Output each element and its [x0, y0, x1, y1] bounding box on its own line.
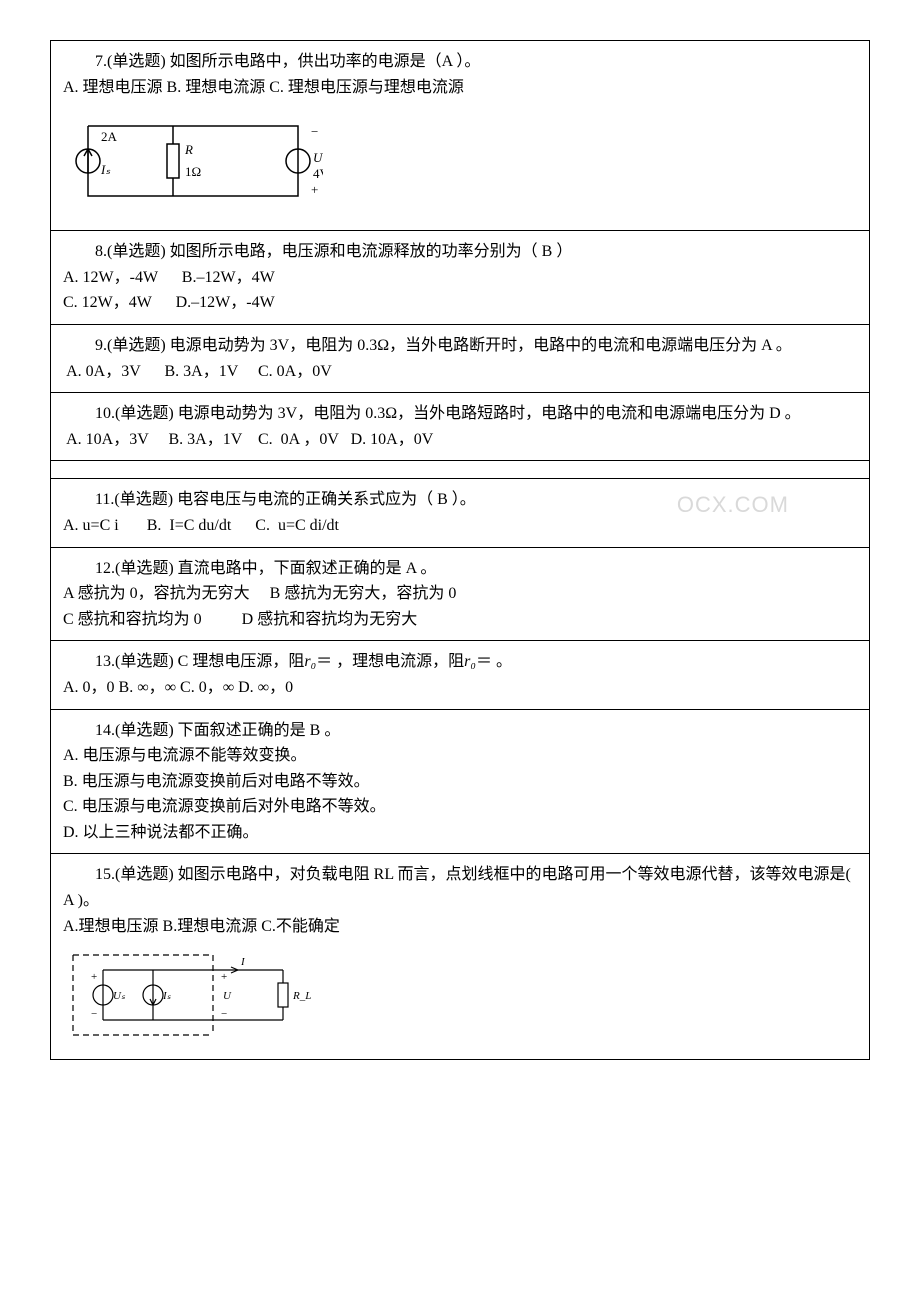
q15-u: U	[223, 990, 232, 1002]
q7-label-is: Iₛ	[100, 162, 110, 177]
q13-stem-p1: 13.(单选题) C 理想电压源，阻	[95, 653, 304, 670]
q7-options: A. 理想电压源 B. 理想电流源 C. 理想电压源与理想电流源	[63, 75, 857, 101]
q15-i: I	[240, 956, 246, 968]
question-13: 13.(单选题) C 理想电压源，阻r₀＝ ，理想电流源，阻r₀＝ 。 A. 0…	[51, 641, 869, 709]
q15-stem: 15.(单选题) 如图示电路中，对负载电阻 RL 而言，点划线框中的电路可用一个…	[63, 862, 857, 913]
q15-minus1: −	[91, 1008, 97, 1020]
q12-stem: 12.(单选题) 直流电路中，下面叙述正确的是 A 。	[63, 556, 857, 582]
q8-options-line2: C. 12W，4W D.–12W，-4W	[63, 290, 857, 316]
q7-label-r: R	[184, 142, 193, 157]
q15-plus2: +	[221, 971, 227, 983]
q9-stem: 9.(单选题) 电源电动势为 3V，电阻为 0.3Ω，当外电路断开时，电路中的电…	[63, 333, 857, 359]
q7-stem: 7.(单选题) 如图所示电路中，供出功率的电源是（A ）。	[63, 49, 857, 75]
q11-stem: 11.(单选题) 电容电压与电流的正确关系式应为（ B ）。	[63, 487, 857, 513]
question-14: 14.(单选题) 下面叙述正确的是 B 。 A. 电压源与电流源不能等效变换。 …	[51, 710, 869, 855]
q13-options: A. 0，0 B. ∞，∞ C. 0，∞ D. ∞，0	[63, 675, 857, 701]
q15-is: Iₛ	[162, 990, 172, 1002]
q13-stem-p2: ＝ ，理想电流源，阻	[316, 653, 464, 670]
question-12: 12.(单选题) 直流电路中，下面叙述正确的是 A 。 A 感抗为 0，容抗为无…	[51, 548, 869, 642]
q15-rl: R_L	[292, 990, 311, 1002]
q13-r0-2: r₀	[464, 653, 476, 670]
question-15: 15.(单选题) 如图示电路中，对负载电阻 RL 而言，点划线框中的电路可用一个…	[51, 854, 869, 1059]
q7-label-4v: 4V	[313, 166, 323, 181]
q13-r0-1: r₀	[304, 653, 316, 670]
q15-circuit-diagram: + − Uₛ Iₛ + U − I R_L	[63, 945, 313, 1045]
q7-label-us: Uₛ	[313, 150, 323, 165]
q10-stem: 10.(单选题) 电源电动势为 3V，电阻为 0.3Ω，当外电路短路时，电路中的…	[63, 401, 857, 427]
q8-options-line1: A. 12W，-4W B.–12W，4W	[63, 265, 857, 291]
q14-optB: B. 电压源与电流源变换前后对电路不等效。	[63, 769, 857, 795]
q7-label-minus: −	[311, 124, 318, 139]
q12-options-line1: A 感抗为 0，容抗为无穷大 B 感抗为无穷大，容抗为 0	[63, 581, 857, 607]
q14-optC: C. 电压源与电流源变换前后对外电路不等效。	[63, 794, 857, 820]
question-9: 9.(单选题) 电源电动势为 3V，电阻为 0.3Ω，当外电路断开时，电路中的电…	[51, 325, 869, 393]
q11-options: A. u=C i B. I=C du/dt C. u=C di/dt	[63, 513, 857, 539]
q13-stem-p3: ＝ 。	[476, 653, 512, 670]
spacer-row	[51, 461, 869, 479]
q7-circuit-diagram: 2A Iₛ R 1Ω − Uₛ 4V +	[63, 106, 323, 216]
question-7: 7.(单选题) 如图所示电路中，供出功率的电源是（A ）。 A. 理想电压源 B…	[51, 41, 869, 231]
q14-optA: A. 电压源与电流源不能等效变换。	[63, 743, 857, 769]
q15-minus2: −	[221, 1008, 227, 1020]
q14-stem: 14.(单选题) 下面叙述正确的是 B 。	[63, 718, 857, 744]
q15-plus1: +	[91, 971, 97, 983]
q13-stem: 13.(单选题) C 理想电压源，阻r₀＝ ，理想电流源，阻r₀＝ 。	[63, 649, 857, 675]
q10-options: A. 10A，3V B. 3A，1V C. 0A ，0V D. 10A，0V	[63, 427, 857, 453]
q12-options-line2: C 感抗和容抗均为 0 D 感抗和容抗均为无穷大	[63, 607, 857, 633]
document-table: 7.(单选题) 如图所示电路中，供出功率的电源是（A ）。 A. 理想电压源 B…	[50, 40, 870, 1060]
question-8: 8.(单选题) 如图所示电路，电压源和电流源释放的功率分别为（ B ） A. 1…	[51, 231, 869, 325]
q7-label-2a: 2A	[101, 129, 118, 144]
q14-optD: D. 以上三种说法都不正确。	[63, 820, 857, 846]
q8-stem: 8.(单选题) 如图所示电路，电压源和电流源释放的功率分别为（ B ）	[63, 239, 857, 265]
q7-label-1ohm: 1Ω	[185, 164, 201, 179]
question-10: 10.(单选题) 电源电动势为 3V，电阻为 0.3Ω，当外电路短路时，电路中的…	[51, 393, 869, 461]
q7-label-plus: +	[311, 182, 318, 197]
question-11: OCX.COM 11.(单选题) 电容电压与电流的正确关系式应为（ B ）。 A…	[51, 479, 869, 547]
q15-us: Uₛ	[113, 990, 126, 1002]
q9-options: A. 0A，3V B. 3A，1V C. 0A，0V	[63, 359, 857, 385]
q15-options: A.理想电压源 B.理想电流源 C.不能确定	[63, 914, 857, 940]
